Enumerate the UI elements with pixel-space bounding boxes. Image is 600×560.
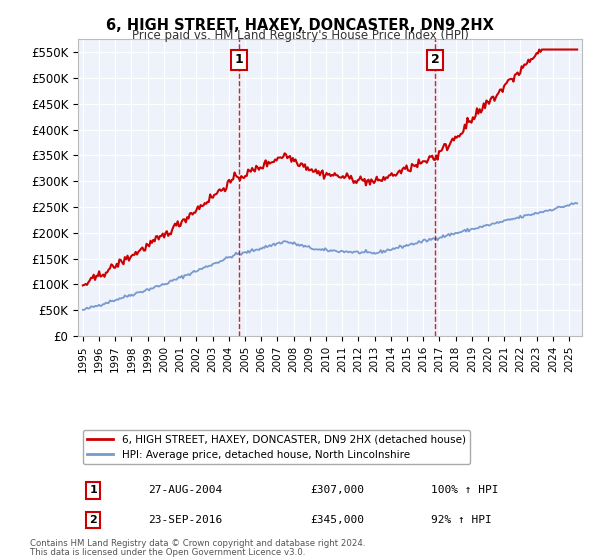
- Text: 1: 1: [89, 486, 97, 496]
- Text: 23-SEP-2016: 23-SEP-2016: [149, 515, 223, 525]
- Legend: 6, HIGH STREET, HAXEY, DONCASTER, DN9 2HX (detached house), HPI: Average price, : 6, HIGH STREET, HAXEY, DONCASTER, DN9 2H…: [83, 430, 470, 464]
- Text: 2: 2: [89, 515, 97, 525]
- Text: 6, HIGH STREET, HAXEY, DONCASTER, DN9 2HX: 6, HIGH STREET, HAXEY, DONCASTER, DN9 2H…: [106, 18, 494, 33]
- Text: 1: 1: [235, 53, 244, 66]
- Text: 27-AUG-2004: 27-AUG-2004: [149, 486, 223, 496]
- Text: 92% ↑ HPI: 92% ↑ HPI: [431, 515, 491, 525]
- Text: 2: 2: [431, 53, 439, 66]
- Text: 100% ↑ HPI: 100% ↑ HPI: [431, 486, 498, 496]
- Text: £345,000: £345,000: [310, 515, 364, 525]
- Text: This data is licensed under the Open Government Licence v3.0.: This data is licensed under the Open Gov…: [30, 548, 305, 557]
- Text: £307,000: £307,000: [310, 486, 364, 496]
- Text: Price paid vs. HM Land Registry's House Price Index (HPI): Price paid vs. HM Land Registry's House …: [131, 29, 469, 42]
- Text: Contains HM Land Registry data © Crown copyright and database right 2024.: Contains HM Land Registry data © Crown c…: [30, 539, 365, 548]
